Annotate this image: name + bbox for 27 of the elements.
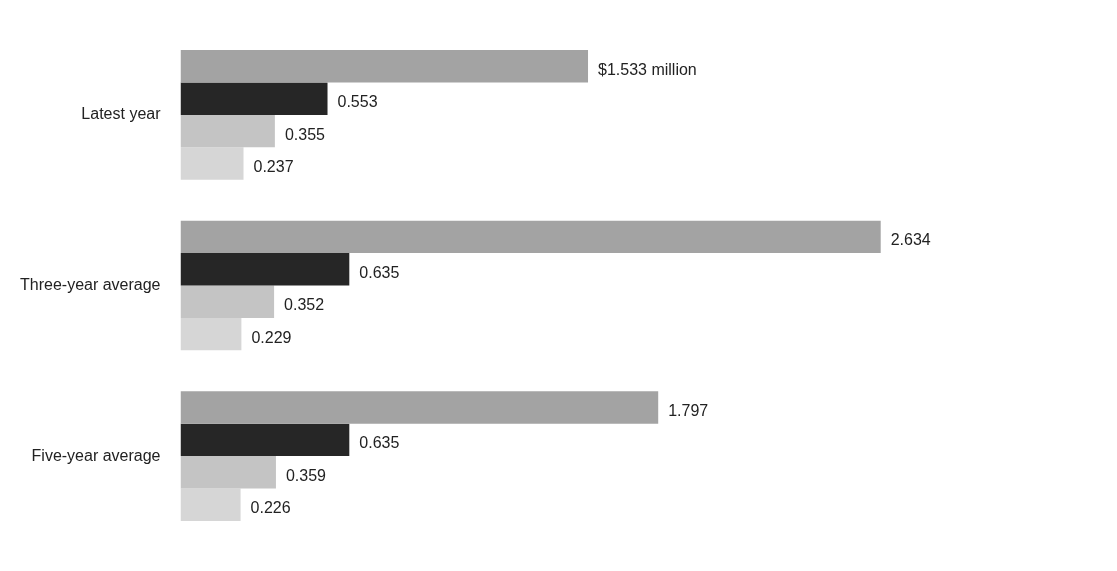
- bar: [180, 456, 276, 489]
- bar: [180, 220, 881, 254]
- data-label: 0.355: [284, 125, 326, 143]
- y-tick-label: Five-year average: [31, 446, 161, 464]
- data-label: 0.229: [251, 328, 292, 346]
- data-label: 0.635: [359, 263, 400, 281]
- bar: [180, 285, 275, 318]
- data-label: 0.352: [284, 296, 325, 314]
- bar: [180, 147, 244, 180]
- data-label: 0.226: [250, 499, 291, 517]
- y-tick-label: Latest year: [81, 105, 162, 123]
- data-label: 0.237: [253, 157, 294, 175]
- bar: [180, 391, 659, 424]
- bar: [180, 82, 328, 115]
- data-label: $1.533 million: [598, 60, 697, 78]
- data-label: 2.634: [890, 231, 931, 249]
- bar: [180, 114, 275, 148]
- bar: [180, 50, 589, 83]
- bar: [180, 488, 241, 521]
- bar: [180, 423, 350, 457]
- data-label: 0.553: [337, 93, 378, 111]
- y-tick-label: Three-year average: [20, 275, 161, 293]
- bar: [180, 317, 242, 351]
- data-label: 0.635: [359, 434, 400, 452]
- data-label: 1.797: [668, 401, 709, 419]
- data-label: 0.359: [285, 466, 327, 484]
- bar: [180, 253, 350, 286]
